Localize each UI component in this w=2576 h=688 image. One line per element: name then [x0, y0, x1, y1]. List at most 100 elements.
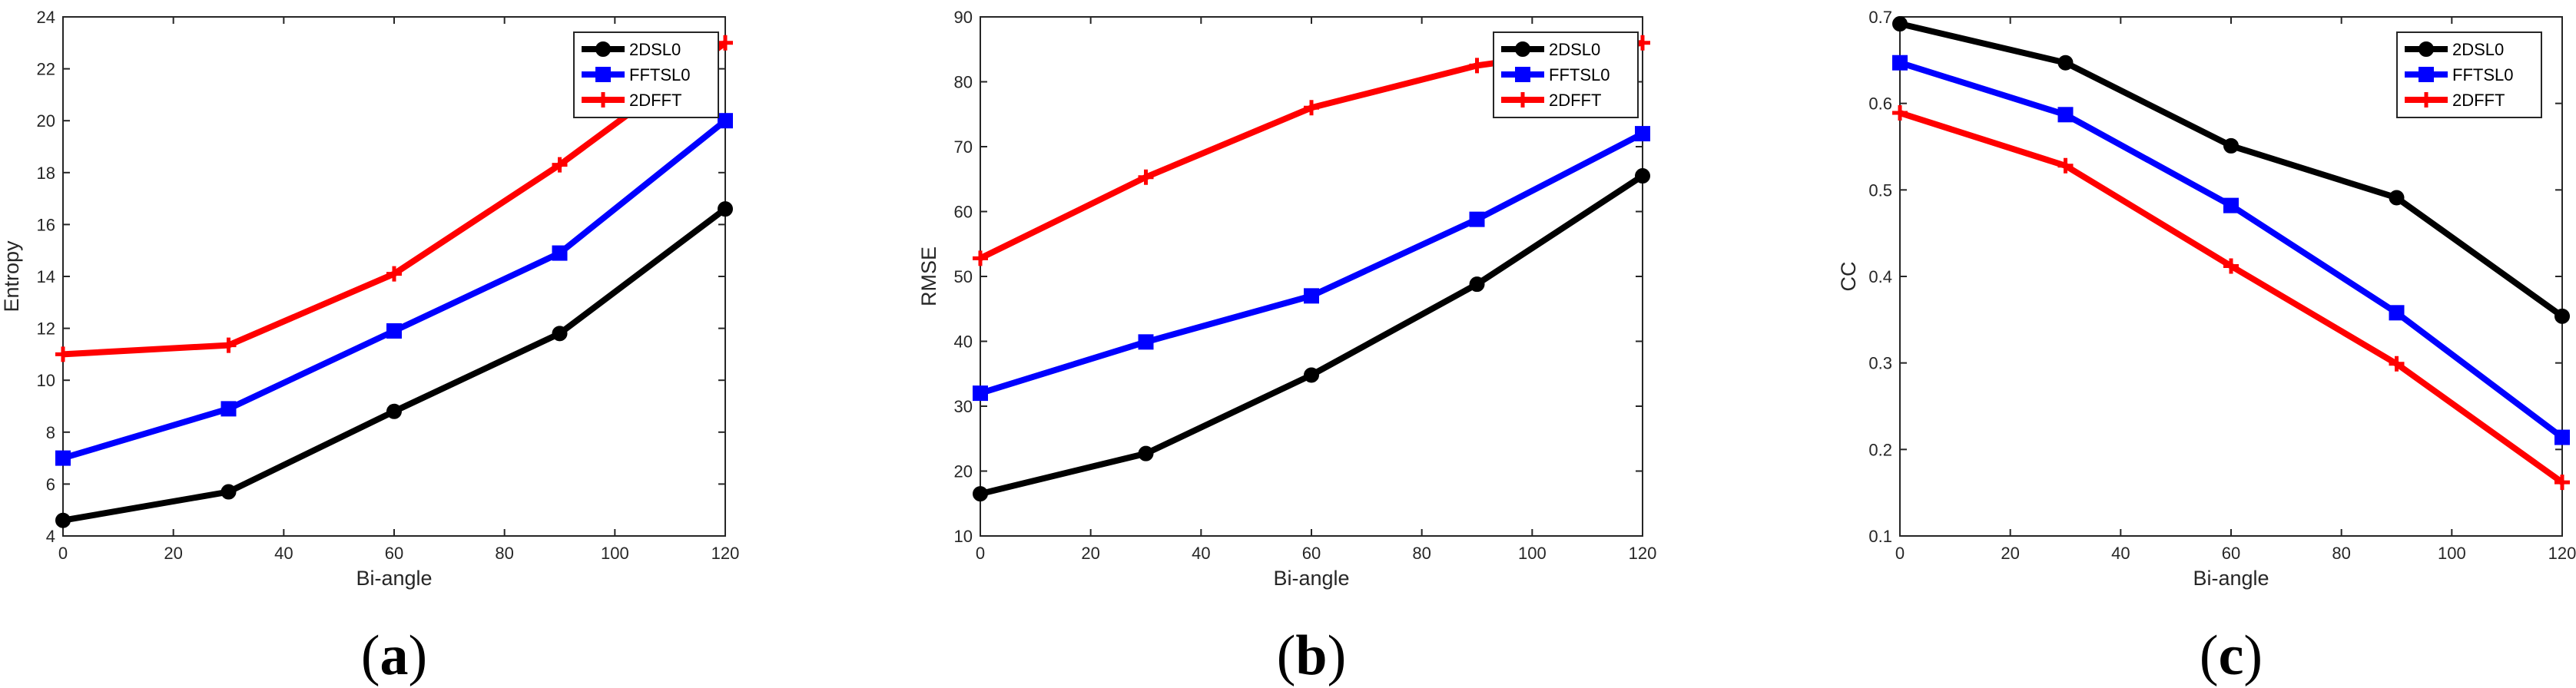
x-tick-label: 120	[2548, 544, 2576, 563]
series-FFTSL0	[55, 113, 733, 466]
data-point-square	[718, 113, 733, 129]
data-point-circle	[220, 484, 237, 500]
y-tick-label: 30	[954, 397, 973, 416]
y-tick-label: 90	[954, 8, 973, 27]
y-tick-label: 0.1	[1868, 527, 1892, 546]
x-tick-label: 40	[2111, 544, 2130, 563]
legend-label: FFTSL0	[2452, 65, 2513, 84]
y-tick-label: 70	[954, 137, 973, 157]
legend-label: FFTSL0	[629, 65, 690, 84]
data-point-plus	[2554, 475, 2570, 491]
x-axis-label: Bi-angle	[1273, 567, 1349, 590]
data-point-circle	[973, 486, 988, 502]
data-point-square	[2057, 107, 2074, 123]
y-tick-label: 8	[46, 423, 55, 442]
series-FFTSL0	[973, 126, 1650, 402]
y-tick-label: 20	[37, 111, 55, 131]
data-point-square	[595, 67, 611, 82]
y-tick-label: 50	[954, 267, 973, 286]
data-point-circle	[552, 326, 568, 342]
data-point-square	[1469, 211, 1485, 227]
legend-label: 2DFFT	[1549, 91, 1601, 110]
x-tick-label: 0	[976, 544, 985, 563]
data-point-square	[2389, 305, 2405, 321]
data-point-square	[1892, 55, 1908, 71]
y-tick-label: 80	[954, 73, 973, 92]
x-tick-label: 100	[2438, 544, 2466, 563]
y-tick-label: 12	[37, 319, 55, 339]
data-point-plus	[386, 266, 402, 282]
data-point-square	[55, 450, 71, 466]
data-point-square	[2419, 67, 2434, 82]
data-point-plus	[1515, 92, 1530, 108]
x-tick-label: 0	[1895, 544, 1905, 563]
data-point-square	[1515, 67, 1530, 82]
data-point-plus	[2419, 92, 2434, 108]
x-tick-label: 80	[1412, 544, 1431, 563]
legend-label: 2DSL0	[2452, 40, 2504, 59]
data-point-square	[2554, 429, 2570, 445]
data-point-circle	[1892, 16, 1908, 32]
series-2DFFT	[55, 35, 733, 362]
y-tick-label: 60	[954, 203, 973, 222]
legend: 2DSL0 FFTSL0 2DFFT	[2396, 31, 2542, 118]
x-tick-label: 0	[58, 544, 68, 563]
data-point-square	[552, 245, 568, 261]
data-point-plus	[1892, 105, 1908, 121]
y-tick-label: 20	[954, 462, 973, 481]
data-point-square	[973, 385, 988, 402]
x-tick-label: 60	[1302, 544, 1321, 563]
data-point-circle	[2223, 137, 2239, 154]
data-point-circle	[1635, 168, 1650, 184]
chart-panel-b: 0 20 40 60 80 100 120 10 20 30 40 50 60 70 80 90 Bi-angl…	[917, 8, 1656, 687]
data-point-plus	[973, 250, 988, 266]
data-point-plus	[1138, 169, 1154, 185]
data-point-circle	[1304, 367, 1319, 383]
chart-panel-c: 0 20 40 60 80 100 120 0.1 0.2 0.3 0.4 0.5 0.6 0.7 Bi-a…	[1837, 8, 2576, 687]
data-point-square	[386, 322, 402, 339]
y-tick-label: 0.5	[1868, 180, 1892, 200]
y-tick-label: 0.7	[1868, 8, 1892, 27]
data-point-plus	[2223, 258, 2239, 274]
series-2DSL0	[1892, 16, 2570, 324]
x-tick-label: 20	[164, 544, 182, 563]
y-tick-label: 0.3	[1868, 354, 1892, 373]
chart-panel-a: 0 20 40 60 80 100 120 4 6 8 10 12 14 16 18 20 22 24 Bi-ang…	[0, 8, 739, 687]
y-tick-label: 0.4	[1868, 267, 1892, 286]
y-axis-label: Entropy	[0, 240, 23, 313]
data-point-plus	[2057, 157, 2074, 174]
x-axis-label: Bi-angle	[2193, 567, 2269, 590]
data-point-plus	[220, 337, 237, 353]
x-tick-label: 40	[1192, 544, 1210, 563]
y-tick-label: 6	[46, 475, 55, 494]
x-tick-label: 20	[1081, 544, 1099, 563]
x-tick-label: 120	[711, 544, 740, 563]
data-point-circle	[1138, 445, 1154, 461]
data-point-plus	[718, 35, 733, 51]
x-tick-label: 100	[1518, 544, 1547, 563]
x-tick-label: 20	[2001, 544, 2019, 563]
data-point-square	[1304, 288, 1319, 304]
data-point-circle	[595, 41, 611, 57]
data-point-square	[2223, 197, 2239, 213]
data-point-plus	[1469, 58, 1485, 74]
data-point-circle	[2389, 190, 2405, 206]
series-2DSL0	[973, 168, 1650, 502]
legend-label: 2DFFT	[629, 91, 681, 110]
series-2DFFT	[1892, 105, 2570, 491]
y-tick-label: 22	[37, 60, 55, 79]
series-2DSL0	[55, 201, 733, 528]
legend-label: 2DFFT	[2452, 91, 2505, 110]
data-point-plus	[2389, 356, 2405, 372]
legend-label: 2DSL0	[629, 40, 681, 59]
x-tick-label: 80	[2332, 544, 2350, 563]
x-tick-label: 120	[1629, 544, 1657, 563]
legend-label: 2DSL0	[1549, 40, 1600, 59]
data-point-square	[1138, 334, 1154, 350]
legend-label: FFTSL0	[1549, 65, 1610, 84]
data-point-circle	[2419, 41, 2434, 57]
data-point-circle	[718, 201, 733, 217]
y-tick-label: 40	[954, 332, 973, 352]
y-axis-label: CC	[1837, 262, 1860, 292]
